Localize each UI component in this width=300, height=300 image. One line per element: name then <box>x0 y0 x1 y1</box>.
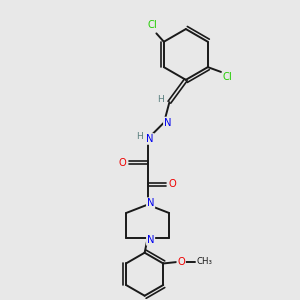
Text: N: N <box>146 134 154 144</box>
Text: N: N <box>147 235 154 245</box>
Text: H: H <box>136 132 143 141</box>
Text: N: N <box>147 198 154 208</box>
Text: N: N <box>164 118 171 128</box>
Text: O: O <box>119 158 126 168</box>
Text: H: H <box>157 95 164 104</box>
Text: Cl: Cl <box>223 72 233 82</box>
Text: O: O <box>169 179 177 189</box>
Text: CH₃: CH₃ <box>197 257 213 266</box>
Text: O: O <box>177 257 185 267</box>
Text: Cl: Cl <box>148 20 158 30</box>
